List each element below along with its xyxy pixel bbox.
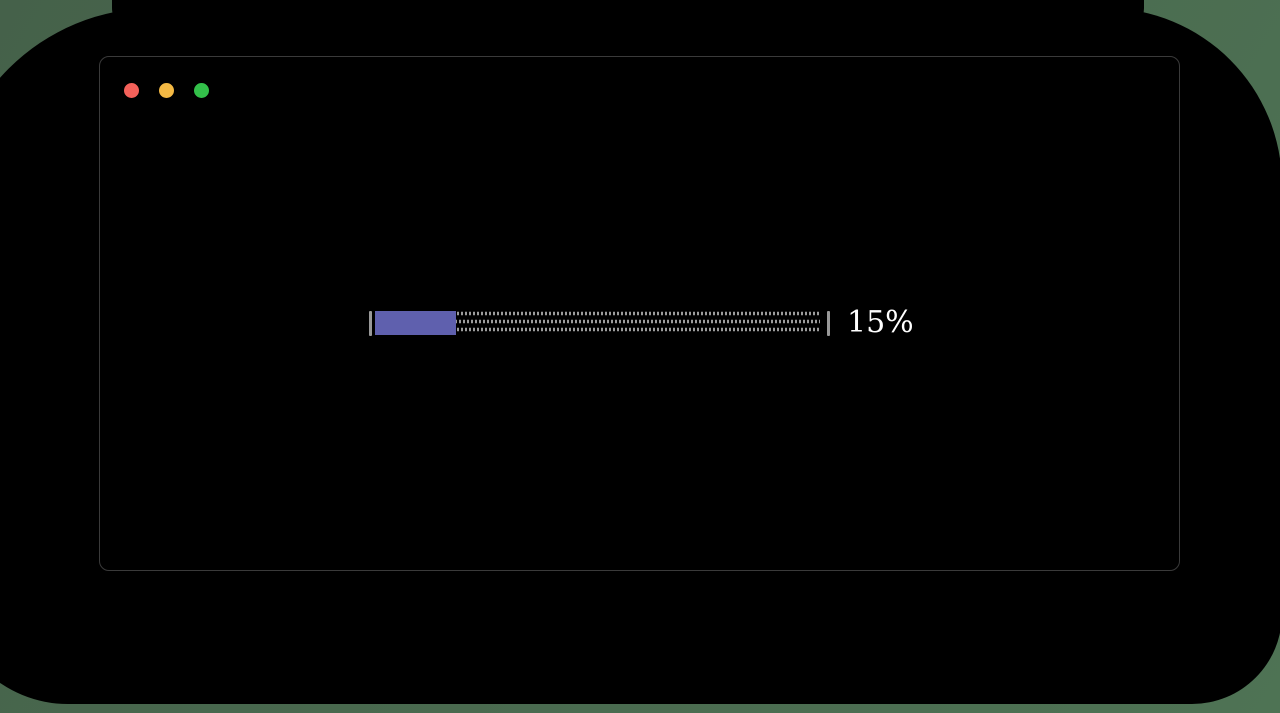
progress-right-bracket [827,310,830,336]
window-titlebar [100,57,1179,109]
minimize-button[interactable] [159,83,174,98]
terminal-window: 15% [99,56,1180,571]
window-controls [124,83,209,98]
progress-remaining-hatch [456,311,820,335]
progress-track [375,311,820,335]
progress-fill [375,311,456,335]
maximize-button[interactable] [194,83,209,98]
progress-bar: 15% [369,305,914,340]
progress-percent-label: 15% [847,305,914,340]
progress-left-bracket [369,310,372,336]
close-button[interactable] [124,83,139,98]
